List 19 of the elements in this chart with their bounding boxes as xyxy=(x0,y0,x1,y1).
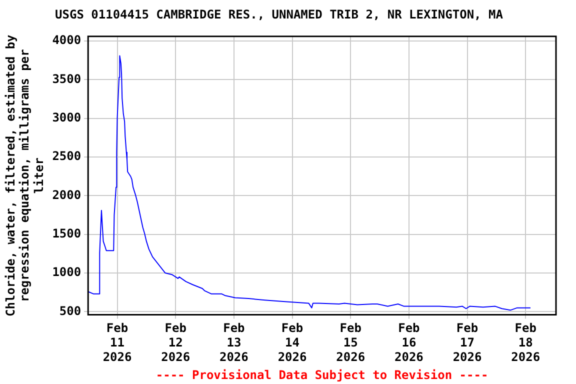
y-tick-label: 1000 xyxy=(52,265,82,280)
x-tick-label: Feb 17 2026 xyxy=(452,321,482,364)
text: ---- Provisional Data Subject to Revision ---- xyxy=(156,368,488,382)
y-tick-label: 3000 xyxy=(52,110,82,124)
y-tick-label: 4000 xyxy=(52,33,82,48)
y-tick-label: 500 xyxy=(59,304,82,318)
x-tick-label: Feb 14 2026 xyxy=(278,321,307,364)
x-tick-label: Feb 15 2026 xyxy=(336,321,366,364)
x-tick-label: Feb 16 2026 xyxy=(394,321,424,364)
y-tick-label: 1500 xyxy=(52,226,82,240)
x-tick-label: Feb 12 2026 xyxy=(161,321,190,364)
x-tick-label: Feb 18 2026 xyxy=(511,321,540,364)
x-tick-label: Feb 11 2026 xyxy=(102,321,132,364)
y-axis-title: Chloride, water, filtered, estimated by regression equation, milligrams per liter xyxy=(3,34,46,316)
y-tick-label: 3500 xyxy=(52,72,82,86)
x-tick-label: Feb 13 2026 xyxy=(219,321,248,364)
chart-title: USGS 01104415 CAMBRIDGE RES., UNNAMED TRIB 2, NR LEXINGTON, MA xyxy=(55,7,504,22)
y-tick-label: 2000 xyxy=(52,188,82,202)
y-tick-label: 2500 xyxy=(52,149,82,164)
